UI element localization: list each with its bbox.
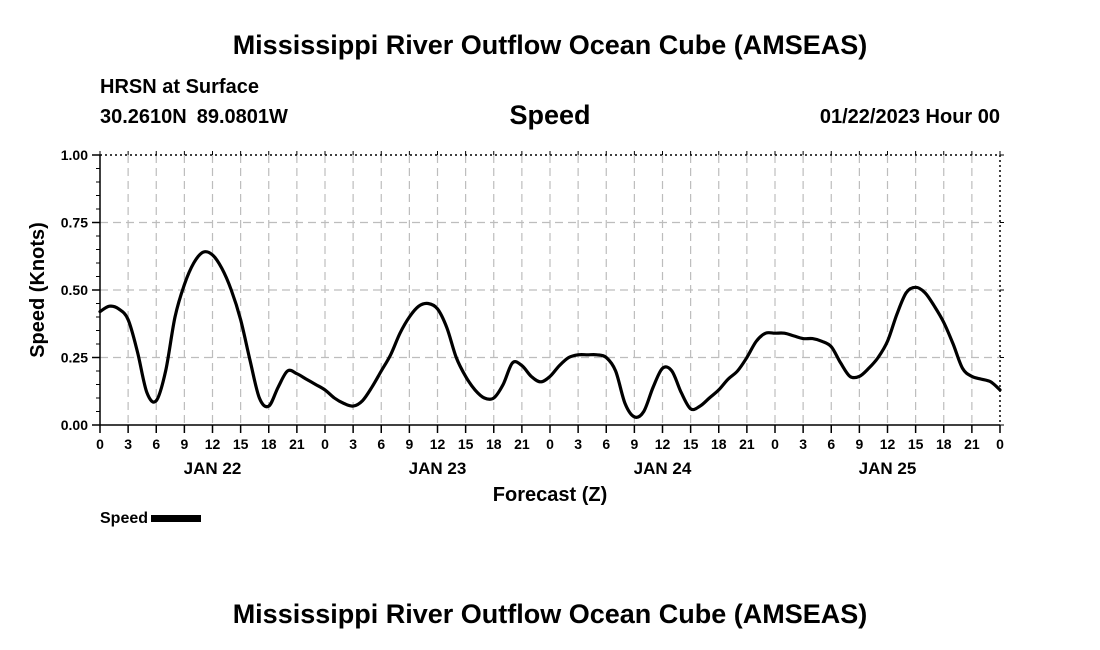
x-tick-label: 12 [205, 436, 221, 452]
y-tick-label: 0.00 [61, 417, 88, 433]
x-tick-label: 18 [261, 436, 277, 452]
x-tick-label: 3 [349, 436, 357, 452]
x-tick-label: 3 [574, 436, 582, 452]
x-axis-label: Forecast (Z) [493, 484, 607, 506]
x-tick-label: 18 [486, 436, 502, 452]
x-tick-label: 9 [405, 436, 413, 452]
x-tick-label: 12 [880, 436, 896, 452]
legend: Speed [100, 510, 202, 528]
day-label: JAN 22 [184, 459, 242, 478]
y-axis-label: Speed (Knots) [27, 222, 49, 358]
x-tick-label: 0 [546, 436, 554, 452]
y-tick-label: 1.00 [61, 147, 88, 163]
x-tick-label: 0 [996, 436, 1004, 452]
longitude: 89.0801W [196, 106, 288, 128]
x-tick-label: 21 [739, 436, 755, 452]
legend-label: Speed [100, 510, 149, 527]
y-tick-label: 0.75 [61, 215, 88, 231]
tick-labels: 0.00 0.25 0.50 0.75 1.00 0 3 6 9 12 15 18 21 0 3 6 9 12 15… [61, 147, 1004, 478]
forecast-datetime: 01/22/2023 Hour 00 [819, 106, 1000, 128]
x-tick-label: 9 [180, 436, 188, 452]
x-tick-label: 3 [124, 436, 132, 452]
day-label: JAN 24 [634, 459, 692, 478]
x-tick-label: 18 [936, 436, 952, 452]
y-tick-label: 0.50 [61, 282, 88, 298]
x-tick-label: 0 [96, 436, 104, 452]
x-tick-label: 0 [771, 436, 779, 452]
x-tick-label: 15 [233, 436, 249, 452]
latitude: 30.2610N [100, 106, 187, 128]
day-label: JAN 25 [859, 459, 917, 478]
x-tick-label: 6 [152, 436, 160, 452]
series-line-speed [98, 250, 1002, 419]
x-tick-label: 6 [377, 436, 385, 452]
grid-lines [100, 155, 1000, 425]
coordinates: 30.2610N 89.0801W [100, 106, 288, 129]
x-tick-label: 21 [964, 436, 980, 452]
main-title: Mississippi River Outflow Ocean Cube (AM… [232, 30, 868, 60]
x-tick-label: 9 [630, 436, 638, 452]
x-tick-label: 15 [458, 436, 474, 452]
series-layer [98, 250, 1002, 419]
day-label: JAN 23 [409, 459, 467, 478]
footer-title: Mississippi River Outflow Ocean Cube (AM… [232, 599, 868, 629]
axes [92, 151, 1004, 433]
variable-title: Speed [509, 100, 591, 130]
x-tick-label: 6 [602, 436, 610, 452]
x-tick-label: 9 [855, 436, 863, 452]
x-tick-label: 15 [683, 436, 699, 452]
x-tick-label: 12 [655, 436, 671, 452]
x-tick-label: 21 [514, 436, 530, 452]
legend-swatch [151, 515, 202, 523]
x-tick-label: 21 [289, 436, 305, 452]
y-tick-label: 0.25 [61, 350, 88, 366]
x-tick-label: 18 [711, 436, 727, 452]
x-tick-label: 12 [430, 436, 446, 452]
x-tick-label: 0 [321, 436, 329, 452]
x-tick-label: 15 [908, 436, 924, 452]
x-tick-label: 6 [827, 436, 835, 452]
x-tick-label: 3 [799, 436, 807, 452]
station-label: HRSN at Surface [100, 76, 259, 98]
